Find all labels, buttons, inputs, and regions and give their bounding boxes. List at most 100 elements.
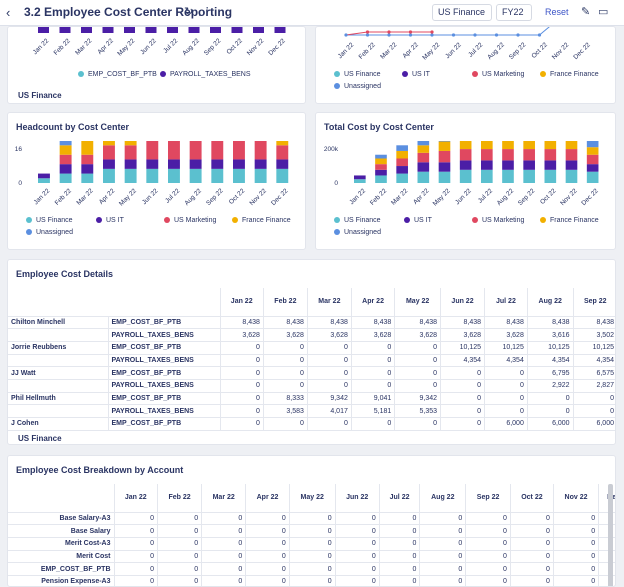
cell-value: 2,827	[572, 379, 615, 393]
x-tick-label: Mar 22	[390, 187, 410, 207]
col-header: Apr 22	[350, 288, 395, 317]
cell-value: 8,438	[572, 316, 615, 330]
cell-value: 4,017	[306, 404, 352, 418]
col-header: Mar 22	[201, 484, 246, 513]
x-tick-label: Aug 22	[181, 37, 201, 57]
cell-value: 0	[219, 366, 264, 380]
legend-payroll: PAYROLL_TAXES_BENS	[160, 71, 251, 78]
bar-payroll	[188, 27, 200, 33]
employee-name[interactable]: Chilton Minchell	[8, 316, 108, 330]
account-name: PAYROLL_TAXES_BENS	[107, 379, 220, 393]
bar-us-marketing	[459, 149, 472, 161]
x-tick-label: Apr 22	[98, 187, 117, 206]
top-right-chart: Jan 22 Feb 22 Mar 22 Apr 22 May 22 Jun 22 Jul …	[337, 27, 592, 61]
cell-value: 0	[440, 417, 485, 431]
x-tick-label: Jul 22	[162, 37, 179, 54]
x-tick-label: Jun 22	[141, 187, 160, 206]
cell-value: 0	[113, 524, 158, 538]
col-header: May 22	[288, 484, 336, 513]
bar-us-marketing	[59, 154, 72, 165]
employee-name[interactable]: J Cohen	[8, 417, 108, 431]
point-unassigned	[387, 33, 391, 37]
cell-value: 3,502	[572, 328, 615, 342]
reset-button[interactable]: Reset	[545, 7, 569, 17]
pencil-icon[interactable]: ✎	[581, 6, 591, 18]
bar-france-finance	[523, 141, 535, 150]
bar-us-it	[254, 159, 267, 169]
comment-icon[interactable]: ▭	[598, 6, 609, 18]
cell-value: 5,181	[350, 404, 395, 418]
cell-value: 8,438	[526, 316, 574, 330]
bar-us-it	[354, 175, 366, 180]
x-tick-label: Mar 22	[379, 41, 399, 61]
point-us-marketing	[408, 30, 413, 34]
cell-value: 0	[484, 404, 528, 418]
y-tick-max: 200k	[324, 146, 339, 153]
x-tick-label: Dec 22	[267, 37, 287, 57]
breakdown-title: Employee Cost Breakdown by Account	[16, 465, 184, 475]
period-select[interactable]: FY22	[496, 4, 532, 21]
header-bar: ‹ 3.2 Employee Cost Center Reporting ↻ ⋰…	[0, 0, 624, 26]
cell-value: 10,125	[572, 341, 615, 355]
employee-name[interactable]	[8, 379, 108, 393]
y-tick-max: 16	[15, 146, 23, 153]
employee-name[interactable]: Jorrie Reubbens	[8, 341, 108, 355]
table-row: Merit Cost000000000000	[8, 550, 615, 564]
col-header: Sep 22	[465, 484, 511, 513]
employee-name[interactable]: JJ Watt	[8, 366, 108, 380]
refresh-icon[interactable]: ↻	[184, 6, 194, 18]
x-tick-label: Oct 22	[539, 187, 558, 206]
cell-value: 10,125	[526, 341, 574, 355]
bar-france-finance	[375, 158, 387, 165]
cell-value: 0	[201, 575, 246, 586]
bar-us-marketing	[254, 141, 267, 160]
scrollbar[interactable]	[608, 484, 613, 586]
employee-name[interactable]	[8, 354, 108, 368]
bar-us-marketing	[544, 149, 557, 161]
employee-name[interactable]	[8, 404, 108, 418]
bar-us-it	[124, 159, 137, 169]
back-arrow-icon[interactable]: ‹	[6, 5, 11, 20]
col-header: Jul 22	[484, 288, 528, 317]
x-tick-label: May 22	[421, 41, 441, 61]
cell-value: 8,438	[219, 316, 264, 330]
bar-unassigned	[375, 154, 387, 159]
bar-us-it	[438, 162, 451, 172]
cell-value: 0	[552, 537, 599, 551]
cell-value: 0	[465, 512, 511, 526]
bar-us-marketing	[233, 141, 245, 160]
bar-us-finance	[168, 168, 180, 183]
legend-unassigned: Unassigned	[334, 83, 381, 90]
bar-us-marketing	[211, 141, 224, 160]
cell-value: 0	[157, 550, 202, 564]
cell-value: 10,125	[484, 341, 528, 355]
cell-value: 0	[526, 392, 574, 406]
bar-us-it	[375, 169, 387, 176]
cell-value: 0	[552, 550, 599, 564]
cell-value: 0	[572, 404, 615, 418]
share-icon[interactable]: ⋰	[198, 6, 209, 18]
x-tick-label: Jun 22	[444, 41, 463, 60]
cell-value: 2,922	[526, 379, 574, 393]
account-name: EMP_COST_BF_PTB	[107, 341, 220, 355]
x-tick-label: Nov 22	[559, 187, 579, 207]
region-select[interactable]: US Finance	[432, 4, 492, 21]
bar-us-it	[586, 164, 599, 172]
bar-us-finance	[103, 168, 115, 183]
legend-france-finance: France Finance	[232, 217, 291, 224]
bar-us-it	[59, 164, 72, 174]
cell-value: 0	[219, 354, 264, 368]
legend-france-finance: France Finance	[540, 217, 599, 224]
employee-name[interactable]: Phil Hellmuth	[8, 392, 108, 406]
employee-name[interactable]	[8, 328, 108, 342]
cell-value: 0	[394, 354, 441, 368]
bar-france-finance	[565, 141, 578, 150]
bar-us-finance	[459, 169, 472, 183]
cell-value: 0	[334, 550, 380, 564]
cell-value: 0	[378, 537, 420, 551]
bar-payroll	[81, 27, 92, 33]
cell-value: 0	[113, 537, 158, 551]
y-tick-min: 0	[18, 180, 22, 187]
bar-us-finance	[189, 168, 202, 183]
total-cost-card: Total Cost by Cost Center 200k 0 Jan 22 Feb…	[315, 112, 616, 250]
